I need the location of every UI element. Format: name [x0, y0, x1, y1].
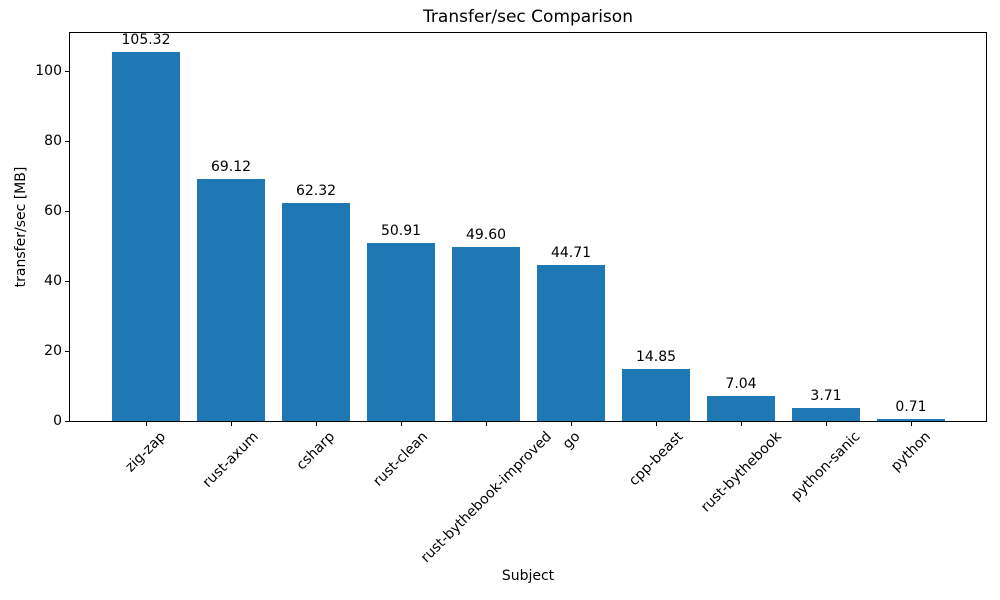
x-tick-mark	[486, 422, 487, 426]
bar-value-label: 7.04	[725, 376, 757, 393]
y-tick-mark	[65, 420, 69, 422]
x-tick-label: go	[559, 428, 584, 453]
bar	[282, 202, 350, 421]
y-tick-label: 40	[44, 273, 62, 289]
y-tick-mark	[65, 280, 69, 282]
x-tick-label: python-sanic	[788, 428, 864, 504]
y-tick-mark	[65, 350, 69, 352]
y-tick-label: 60	[44, 203, 62, 219]
y-tick-mark	[65, 210, 69, 212]
x-tick-label: rust-bythebook-improved	[417, 428, 555, 566]
x-tick-label: rust-bythebook	[697, 428, 785, 516]
x-tick-mark	[911, 422, 912, 426]
bar	[197, 179, 265, 421]
x-tick-mark	[826, 422, 827, 426]
plot-area: 0 20 40 60 80 100 105.32 zig-zap 69.12 rust-axum 6…	[35, 32, 987, 566]
bar-value-label: 0.71	[895, 398, 927, 415]
bar	[367, 242, 435, 421]
bar	[622, 369, 690, 421]
x-axis-label: Subject	[501, 568, 555, 584]
y-tick-label: 20	[44, 343, 62, 359]
bar-value-label: 49.60	[465, 227, 507, 244]
bar-value-label: 44.71	[550, 244, 592, 261]
x-tick-mark	[146, 422, 147, 426]
bar-value-label: 3.71	[810, 388, 842, 404]
x-tick-mark	[656, 422, 657, 426]
y-tick-label: 0	[53, 413, 62, 429]
bar	[452, 247, 520, 421]
y-tick-label: 80	[44, 133, 62, 149]
x-tick-label: python	[888, 428, 934, 475]
x-tick-mark	[316, 422, 317, 426]
x-tick-mark	[741, 422, 742, 426]
x-tick-mark	[401, 422, 402, 426]
bar-value-label: 105.32	[121, 32, 171, 49]
bar-value-label: 69.12	[210, 159, 252, 176]
bar	[537, 264, 605, 421]
bar-value-label: 50.91	[380, 222, 422, 239]
bar-value-label: 14.85	[635, 349, 677, 366]
bar	[707, 396, 775, 421]
bar	[877, 418, 945, 421]
y-tick-mark	[65, 140, 69, 142]
bar-value-label: 62.32	[295, 182, 337, 199]
x-tick-mark	[571, 422, 572, 426]
x-tick-label: rust-clean	[370, 428, 432, 490]
x-tick-label: csharp	[293, 428, 339, 474]
bar	[792, 408, 860, 421]
chart-title: Transfer/sec Comparison	[423, 7, 633, 27]
y-axis-label: transfer/sec [MB]	[13, 166, 29, 288]
bar	[112, 52, 180, 421]
x-tick-mark	[231, 422, 232, 426]
x-tick-label: zig-zap	[122, 428, 170, 476]
y-tick-label: 100	[35, 63, 62, 79]
x-tick-label: cpp-beast	[626, 428, 687, 490]
y-tick-mark	[65, 70, 69, 72]
x-tick-label: rust-axum	[199, 428, 262, 491]
